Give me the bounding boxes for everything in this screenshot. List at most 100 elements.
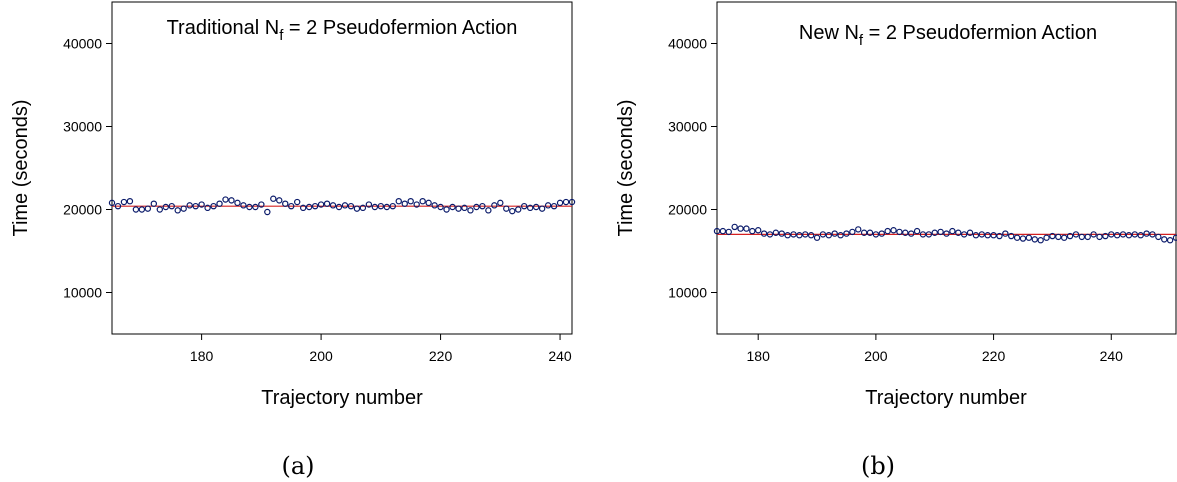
data-point	[913, 227, 921, 235]
data-point	[228, 197, 235, 204]
data-point	[937, 228, 944, 236]
data-point	[443, 206, 450, 213]
data-point	[556, 199, 564, 207]
data-point	[972, 232, 980, 239]
data-point	[395, 197, 402, 205]
data-point	[1060, 234, 1068, 241]
data-point	[1137, 232, 1144, 239]
data-point	[311, 202, 319, 210]
data-point	[407, 197, 414, 205]
data-point	[503, 205, 510, 212]
data-point	[1019, 235, 1027, 242]
data-point	[431, 202, 438, 209]
data-point	[174, 207, 181, 214]
data-point	[1078, 233, 1086, 241]
data-point	[1119, 231, 1127, 238]
data-point	[156, 206, 163, 213]
data-point	[1008, 232, 1015, 240]
data-point	[389, 202, 396, 210]
data-point	[521, 202, 528, 210]
data-point	[180, 205, 187, 212]
data-point	[996, 232, 1003, 240]
data-point	[784, 232, 791, 239]
data-point	[108, 199, 116, 207]
data-point	[305, 203, 313, 211]
plot-frame-a	[111, 1, 573, 335]
data-point	[216, 200, 223, 207]
data-point	[246, 203, 253, 211]
plot-frame-b	[716, 1, 1177, 335]
data-point	[902, 229, 909, 236]
data-point	[515, 206, 522, 213]
data-point	[120, 198, 128, 206]
y-tick-label: 10000	[63, 285, 102, 301]
data-point	[978, 231, 986, 238]
data-point	[1131, 231, 1139, 238]
data-point	[872, 231, 880, 238]
data-point	[162, 203, 169, 211]
data-point	[282, 200, 289, 207]
data-point	[371, 203, 379, 211]
data-point	[138, 206, 146, 213]
data-point	[204, 204, 211, 212]
x-tick-label: 180	[190, 348, 214, 364]
data-point	[743, 225, 750, 232]
ticks-b: 180 200 220 240 10000 20000 30000 40000	[668, 36, 1123, 365]
data-point	[485, 207, 492, 214]
data-point	[955, 229, 962, 236]
data-point	[192, 202, 199, 210]
data-point	[252, 203, 259, 211]
data-point	[890, 227, 897, 234]
data-point	[772, 229, 780, 236]
data-point	[479, 202, 486, 210]
data-point	[1125, 232, 1133, 239]
panel-b: 180 200 220 240 10000 20000 30000 40000 New Nf …	[615, 1, 1177, 480]
y-tick-label: 10000	[668, 285, 707, 301]
data-point	[126, 197, 134, 205]
y-tick-label: 40000	[668, 36, 707, 52]
data-point	[819, 231, 827, 238]
x-tick-label: 200	[309, 348, 333, 364]
y-tick-label: 20000	[668, 202, 707, 218]
data-point	[884, 227, 891, 235]
data-point	[347, 202, 355, 210]
data-point	[437, 203, 444, 211]
data-point	[749, 227, 756, 235]
data-point	[497, 199, 504, 207]
data-point	[335, 203, 343, 211]
data-point	[907, 230, 915, 237]
data-point	[949, 227, 956, 235]
data-point	[114, 202, 122, 210]
data-point	[544, 202, 552, 209]
data-point	[258, 201, 265, 208]
data-point	[725, 228, 732, 236]
data-point	[713, 227, 721, 235]
data-point	[807, 232, 815, 239]
data-point	[966, 229, 974, 236]
data-point	[359, 204, 367, 212]
plot-title-b: New Nf = 2 Pseudofermion Action	[799, 22, 1097, 49]
data-point	[1172, 234, 1177, 241]
data-point	[1002, 230, 1009, 237]
data-points-b	[713, 223, 1177, 244]
data-point	[1031, 236, 1038, 243]
data-point	[719, 227, 727, 235]
data-point	[731, 223, 738, 231]
data-point	[532, 203, 540, 211]
data-point	[790, 231, 797, 238]
data-point	[925, 231, 933, 238]
data-point	[467, 207, 474, 214]
data-point	[1155, 233, 1162, 241]
data-point	[144, 205, 152, 212]
data-point	[353, 205, 361, 212]
y-axis-title-b: Time (seconds)	[615, 99, 637, 236]
data-point	[754, 227, 762, 234]
data-point	[150, 200, 158, 207]
data-point	[990, 232, 997, 239]
data-point	[984, 232, 991, 239]
data-point	[796, 232, 803, 239]
data-point	[568, 198, 576, 206]
data-point	[198, 201, 205, 208]
data-point	[802, 231, 809, 238]
data-point	[1084, 233, 1091, 241]
